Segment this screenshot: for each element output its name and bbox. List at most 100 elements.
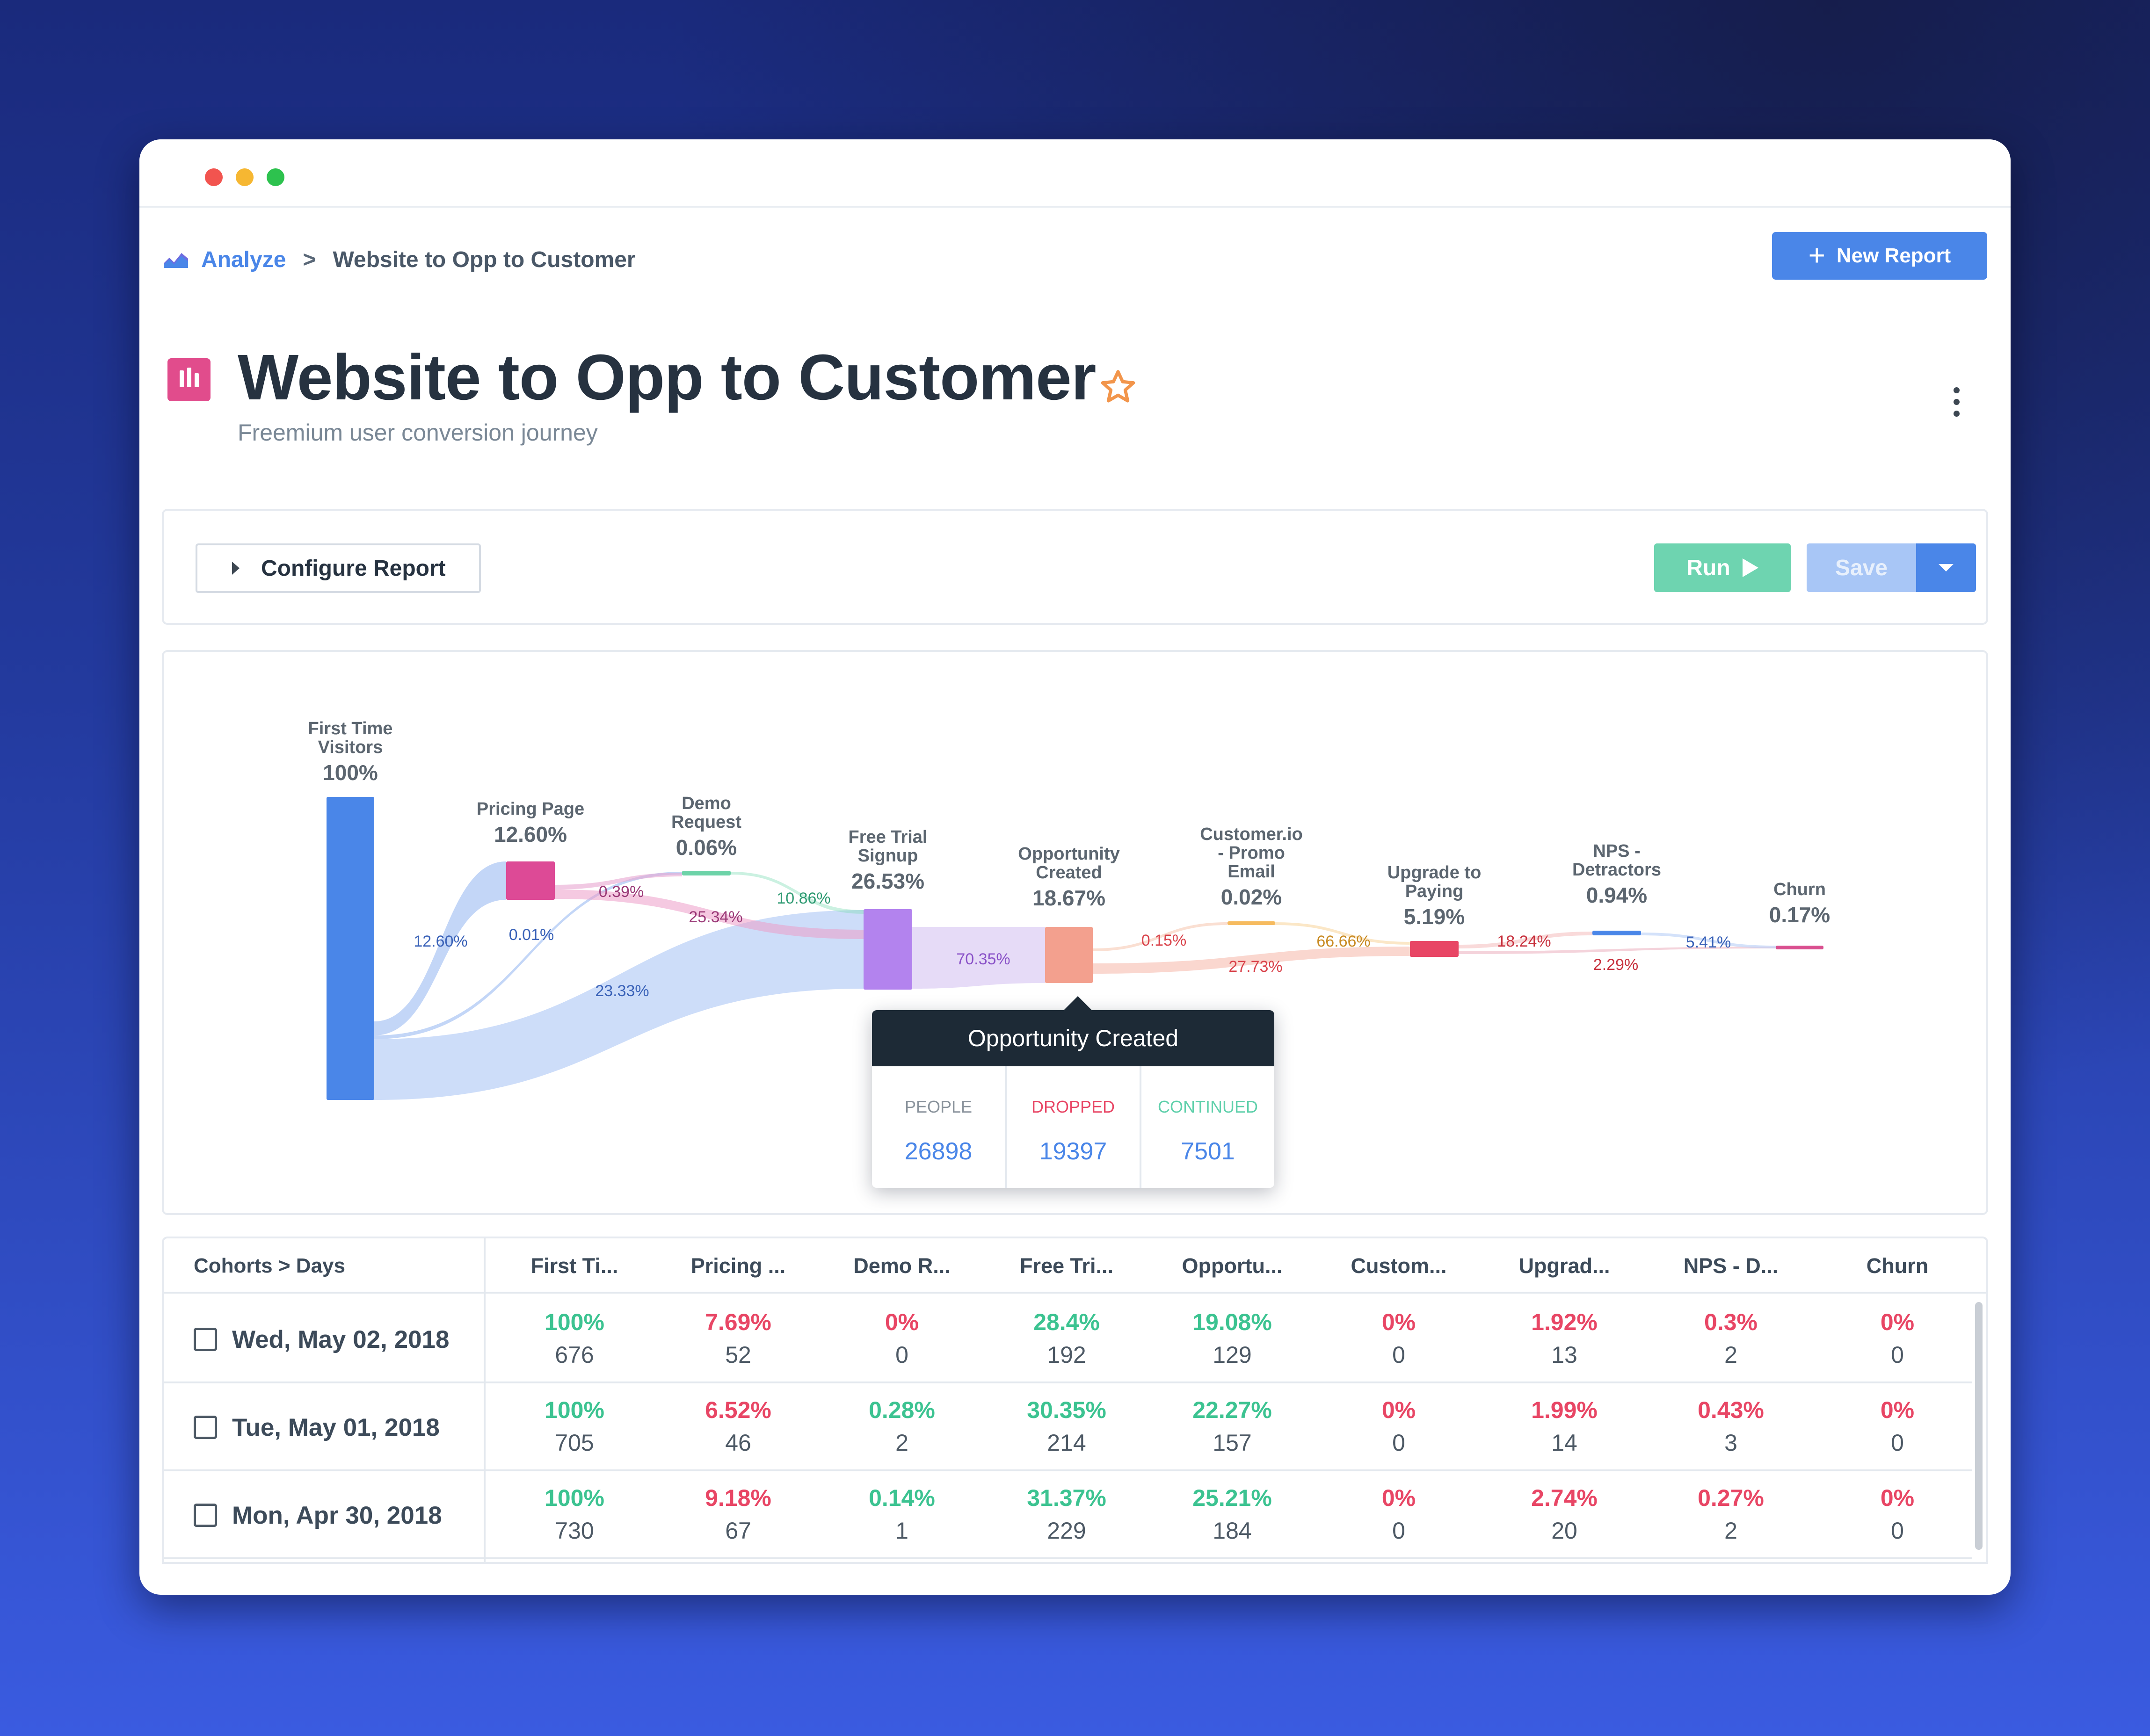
sankey-node-opp[interactable]: [1045, 927, 1093, 983]
sankey-link-opp-upgrade[interactable]: [1093, 947, 1410, 974]
cell-percent: 9.18%: [705, 1485, 771, 1511]
table-cell: 0.28% 2: [832, 1396, 972, 1456]
column-header[interactable]: Upgrad...: [1518, 1254, 1610, 1278]
sankey-node-label: Visitors: [318, 738, 383, 757]
plus-icon: +: [1808, 239, 1825, 272]
sankey-link-first-trial[interactable]: [374, 910, 864, 1100]
breadcrumb-analyze-link[interactable]: Analyze: [201, 247, 286, 272]
sankey-link-opp-promo[interactable]: [1093, 922, 1228, 951]
sankey-link-upgrade-nps[interactable]: [1459, 932, 1592, 948]
table-cell: 30.35% 214: [996, 1396, 1137, 1456]
cell-percent: 0.14%: [869, 1485, 935, 1511]
run-button[interactable]: Run: [1654, 543, 1791, 592]
cell-count: 0: [1392, 1342, 1405, 1368]
table-cell: 19.08% 129: [1162, 1309, 1302, 1368]
column-header[interactable]: Free Tri...: [1019, 1254, 1114, 1278]
cell-percent: 0%: [885, 1309, 919, 1335]
column-header[interactable]: Custom...: [1351, 1254, 1447, 1278]
sankey-node-label: Created: [1036, 863, 1102, 882]
column-header[interactable]: Demo R...: [853, 1254, 951, 1278]
row-checkbox[interactable]: [194, 1504, 217, 1527]
new-report-button[interactable]: + New Report: [1772, 232, 1987, 280]
sankey-node-trial[interactable]: [864, 909, 912, 990]
sankey-node-percent: 12.60%: [494, 822, 567, 846]
sankey-node-label: Free Trial: [849, 827, 928, 847]
table-cell: 31.37% 229: [996, 1484, 1137, 1544]
cell-count: 2: [1724, 1518, 1737, 1544]
row-checkbox[interactable]: [194, 1416, 217, 1439]
column-header[interactable]: Opportu...: [1182, 1254, 1283, 1278]
sankey-node-percent: 26.53%: [851, 869, 924, 893]
sankey-node-label: Email: [1228, 862, 1275, 882]
sankey-node-percent: 0.17%: [1769, 903, 1830, 927]
favorite-star-icon[interactable]: [1098, 368, 1138, 407]
sankey-node-upgrade[interactable]: [1410, 941, 1459, 957]
cohort-date-cell: Tue, May 01, 2018: [194, 1383, 440, 1471]
table-cell: 6.52% 46: [668, 1396, 808, 1456]
tooltip-continued-value: 7501: [1181, 1138, 1235, 1165]
tooltip-people: PEOPLE 26898: [872, 1066, 1007, 1188]
cell-percent: 22.27%: [1192, 1397, 1272, 1423]
sankey-node-label: Upgrade to: [1387, 863, 1482, 882]
cohort-date-label: Tue, May 01, 2018: [232, 1413, 440, 1441]
sankey-node-first[interactable]: [327, 797, 374, 1100]
sankey-link-first-pricing[interactable]: [374, 861, 506, 1035]
sankey-node-pricing[interactable]: [506, 861, 555, 900]
cell-percent: 30.35%: [1027, 1397, 1106, 1423]
table-cell: 28.4% 192: [996, 1309, 1137, 1368]
sankey-link-label: 2.29%: [1593, 956, 1638, 974]
table-row: Mon, Apr 30, 2018 100% 730 9.18% 67 0.14% 1 31.…: [164, 1471, 1972, 1559]
column-header[interactable]: Pricing ...: [690, 1254, 786, 1278]
sankey-link-label: 18.24%: [1497, 933, 1551, 950]
sankey-node-demo[interactable]: [682, 871, 731, 875]
sankey-link-trial-opp[interactable]: [912, 927, 1045, 989]
caret-right-icon: [232, 562, 240, 575]
column-header[interactable]: First Ti...: [530, 1254, 618, 1278]
sankey-node-label: Customer.io: [1200, 825, 1303, 844]
cell-percent: 28.4%: [1033, 1309, 1100, 1335]
cell-count: 192: [1047, 1342, 1086, 1368]
column-header[interactable]: NPS - D...: [1683, 1254, 1779, 1278]
sankey-link-first-demo[interactable]: [374, 872, 682, 1039]
cell-percent: 0%: [1880, 1397, 1915, 1423]
page-subtitle: Freemium user conversion journey: [238, 420, 598, 446]
header-cohorts[interactable]: Cohorts > Days: [194, 1254, 345, 1277]
sankey-link-pricing-trial[interactable]: [555, 890, 864, 939]
sankey-link-promo-upgrade[interactable]: [1275, 922, 1410, 945]
save-button[interactable]: Save: [1807, 543, 1916, 592]
sankey-node-percent: 0.94%: [1586, 883, 1647, 907]
sankey-node-nps[interactable]: [1592, 931, 1641, 935]
maximize-window-button[interactable]: [267, 168, 284, 186]
cell-percent: 1.99%: [1531, 1397, 1598, 1423]
table-cell: 1.99% 14: [1494, 1396, 1634, 1456]
table-row: Tue, May 01, 2018 100% 705 6.52% 46 0.28% 2 30.…: [164, 1383, 1972, 1471]
save-options-dropdown[interactable]: [1916, 543, 1976, 592]
cell-count: 705: [555, 1430, 594, 1456]
tooltip-title: Opportunity Created: [872, 1010, 1274, 1066]
minimize-window-button[interactable]: [236, 168, 254, 186]
report-type-icon: [167, 358, 211, 401]
sankey-link-label: 12.60%: [414, 933, 467, 950]
sankey-node-churn[interactable]: [1776, 946, 1823, 949]
close-window-button[interactable]: [205, 168, 223, 186]
sankey-link-pricing-demo[interactable]: [555, 873, 682, 890]
tooltip-continued: CONTINUED 7501: [1141, 1066, 1274, 1188]
cell-count: 0: [895, 1342, 908, 1368]
more-options-icon[interactable]: [1952, 387, 1961, 417]
cell-percent: 0%: [1381, 1309, 1416, 1335]
sankey-link-demo-trial[interactable]: [731, 872, 864, 914]
play-icon: [1742, 558, 1758, 577]
cell-percent: 0%: [1381, 1485, 1416, 1511]
sankey-link-nps-churn[interactable]: [1641, 933, 1776, 948]
cell-count: 52: [725, 1342, 751, 1368]
sankey-node-label: - Promo: [1218, 843, 1285, 863]
sankey-node-promo[interactable]: [1228, 921, 1275, 925]
config-panel: Configure Report Run Save: [162, 509, 1988, 625]
table-cell: 0.27% 2: [1661, 1484, 1801, 1544]
new-report-label: New Report: [1836, 244, 1951, 267]
row-checkbox[interactable]: [194, 1328, 217, 1351]
sankey-link-upgrade-churn[interactable]: [1459, 947, 1776, 954]
configure-report-button[interactable]: Configure Report: [196, 543, 481, 593]
table-scrollbar[interactable]: [1975, 1302, 1983, 1550]
column-header[interactable]: Churn: [1866, 1254, 1929, 1278]
